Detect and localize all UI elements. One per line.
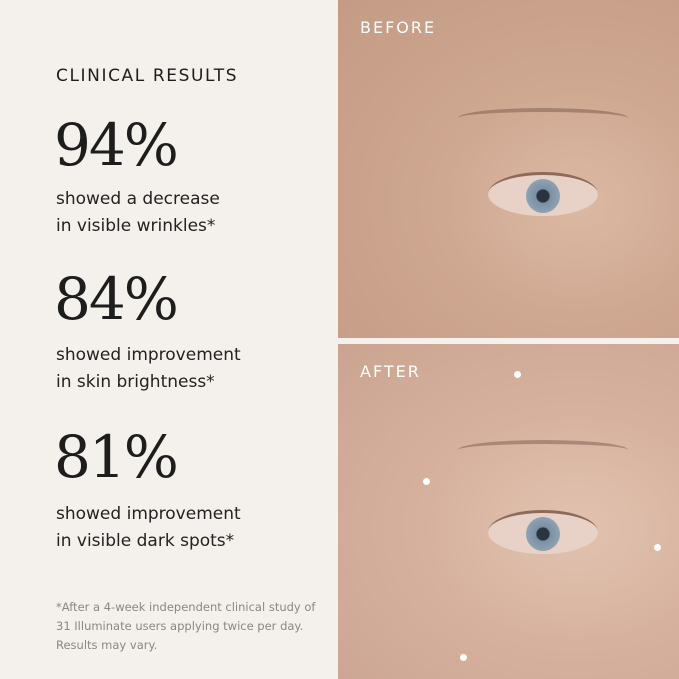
stat-desc-wrinkles: showed a decrease in visible wrinkles*	[56, 186, 220, 240]
stat-value-dark-spots: 81%	[54, 423, 179, 491]
heading: CLINICAL RESULTS	[56, 66, 239, 86]
eyebrow	[458, 440, 628, 460]
results-panel: CLINICAL RESULTS 94% showed a decrease in…	[0, 0, 338, 679]
iris	[526, 179, 560, 213]
desc-line: showed improvement	[56, 345, 241, 365]
sparkle-dot	[460, 654, 467, 661]
desc-line: in visible dark spots*	[56, 531, 235, 551]
stat-value-brightness: 84%	[54, 265, 179, 333]
stat-value-wrinkles: 94%	[54, 111, 179, 179]
eye	[488, 510, 598, 554]
after-photo: AFTER	[338, 344, 679, 679]
divider	[338, 338, 679, 344]
after-label: AFTER	[360, 362, 421, 381]
desc-line: showed improvement	[56, 504, 241, 524]
sparkle-dot	[514, 371, 521, 378]
desc-line: showed a decrease	[56, 189, 220, 209]
stat-desc-brightness: showed improvement in skin brightness*	[56, 342, 241, 396]
iris	[526, 517, 560, 551]
before-label: BEFORE	[360, 18, 437, 37]
eyebrow	[458, 108, 628, 128]
before-photo: BEFORE	[338, 0, 679, 338]
footnote: *After a 4-week independent clinical stu…	[56, 600, 316, 652]
stat-desc-dark-spots: showed improvement in visible dark spots*	[56, 501, 241, 555]
desc-line: in visible wrinkles*	[56, 216, 216, 236]
eye	[488, 172, 598, 216]
sparkle-dot	[423, 478, 430, 485]
sparkle-dot	[654, 544, 661, 551]
desc-line: in skin brightness*	[56, 372, 215, 392]
